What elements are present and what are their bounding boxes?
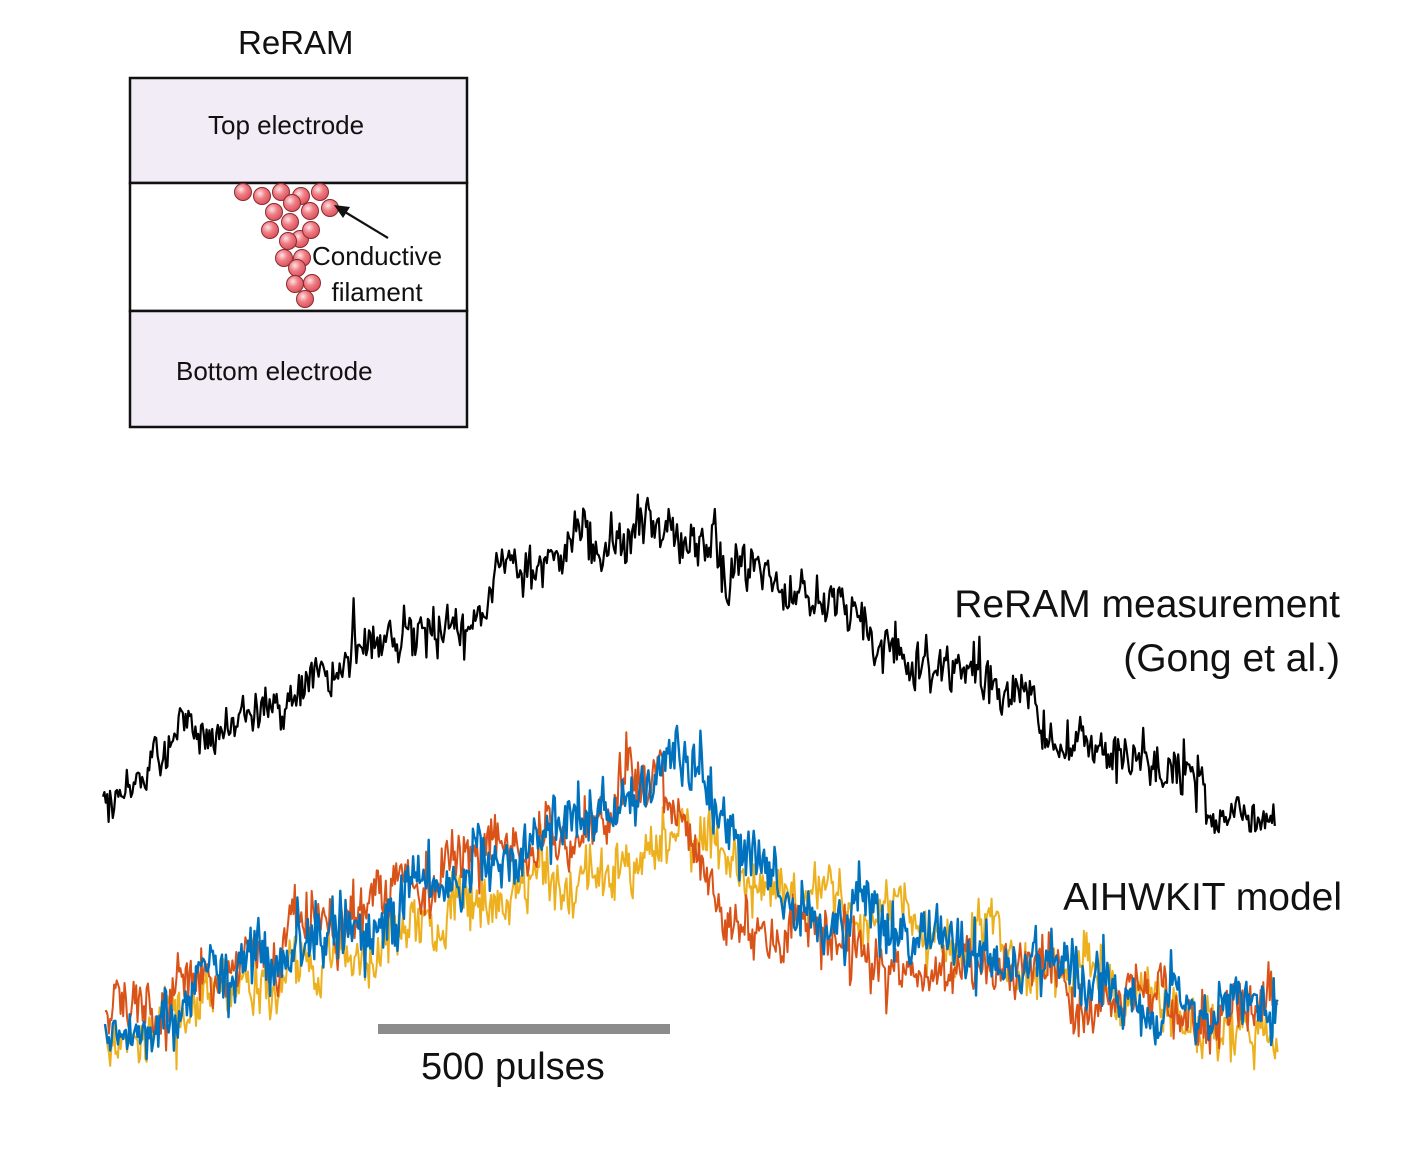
filament-ball (281, 213, 299, 231)
bottom-electrode-label: Bottom electrode (176, 356, 373, 386)
model-traces (103, 724, 1279, 1071)
model-label: AIHWKIT model (1063, 876, 1342, 919)
filament-ball (275, 249, 293, 267)
filament-label: Conductive filament (312, 241, 443, 307)
filament-ball (265, 203, 283, 221)
filament-ball (261, 221, 279, 239)
schematic-title: ReRAM (238, 24, 354, 61)
measurement-trace (101, 493, 1276, 834)
filament-ball (283, 194, 301, 212)
measurement-label: ReRAM measurement (Gong et al.) (954, 583, 1340, 680)
filament-ball (272, 183, 290, 201)
filament-ball (302, 221, 320, 239)
conductive-filament (234, 183, 339, 308)
model-line-2 (104, 731, 1279, 1055)
top-electrode-label: Top electrode (208, 110, 365, 140)
filament-ball (303, 274, 321, 292)
filament-ball (279, 232, 297, 250)
measurement-line (101, 493, 1276, 834)
filament-arrow (334, 205, 389, 239)
filament-ball (296, 290, 314, 308)
filament-ball (253, 187, 271, 205)
top-electrode-layer (128, 76, 469, 185)
filament-ball (234, 183, 252, 201)
model-line-3 (103, 724, 1279, 1061)
filament-ball (301, 202, 319, 220)
scale-bar-label: 500 pulses (421, 1046, 605, 1088)
bottom-electrode-layer (128, 309, 469, 429)
filament-ball (311, 183, 329, 201)
